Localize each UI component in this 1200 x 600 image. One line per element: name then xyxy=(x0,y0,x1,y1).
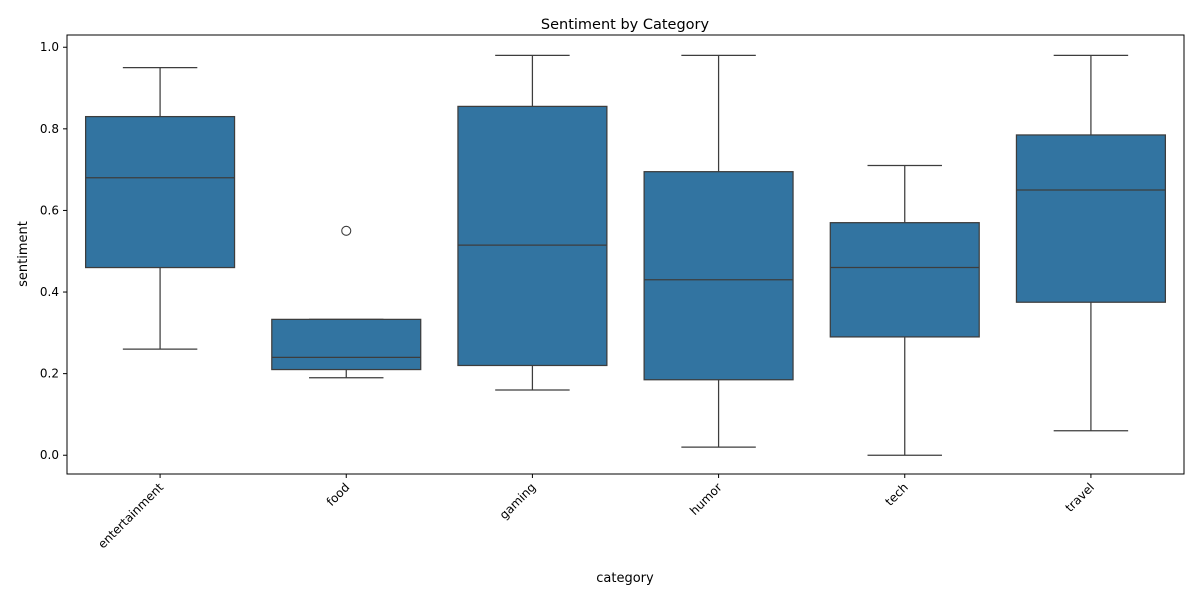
y-axis-label: sentiment xyxy=(16,221,31,287)
x-tick-label: humor xyxy=(687,480,725,518)
box-group xyxy=(829,164,980,456)
y-tick-label: 0.0 xyxy=(40,448,59,462)
x-axis-label: category xyxy=(596,571,654,586)
iqr-box xyxy=(1015,134,1167,303)
box-group xyxy=(643,54,794,448)
x-tick-label: tech xyxy=(882,480,910,508)
y-tick-label: 1.0 xyxy=(40,40,59,54)
y-tick-label: 0.6 xyxy=(40,203,59,217)
x-tick-label: entertainment xyxy=(95,480,166,551)
plot-frame xyxy=(66,34,1185,475)
plot-area xyxy=(84,54,1167,456)
iqr-box xyxy=(457,105,608,367)
x-tick-label: travel xyxy=(1063,480,1098,515)
x-tick-label: gaming xyxy=(497,480,539,522)
x-tick-label: food xyxy=(324,480,353,509)
iqr-box xyxy=(829,222,980,338)
iqr-box xyxy=(643,171,794,381)
x-axis: entertainment food gaming humor tech travel xyxy=(95,474,1097,551)
box-group xyxy=(457,54,608,391)
chart-title: Sentiment by Category xyxy=(541,17,710,33)
iqr-box xyxy=(84,115,236,269)
box-group xyxy=(271,225,422,379)
y-tick-label: 0.4 xyxy=(40,285,59,299)
y-tick-label: 0.8 xyxy=(40,122,59,136)
box-group xyxy=(1015,54,1167,432)
iqr-box xyxy=(271,318,422,371)
y-tick-label: 0.2 xyxy=(40,367,59,381)
box-group xyxy=(84,67,236,350)
outlier-point xyxy=(341,225,352,236)
y-axis: 0.0 0.2 0.4 0.6 0.8 1.0 xyxy=(40,40,67,462)
